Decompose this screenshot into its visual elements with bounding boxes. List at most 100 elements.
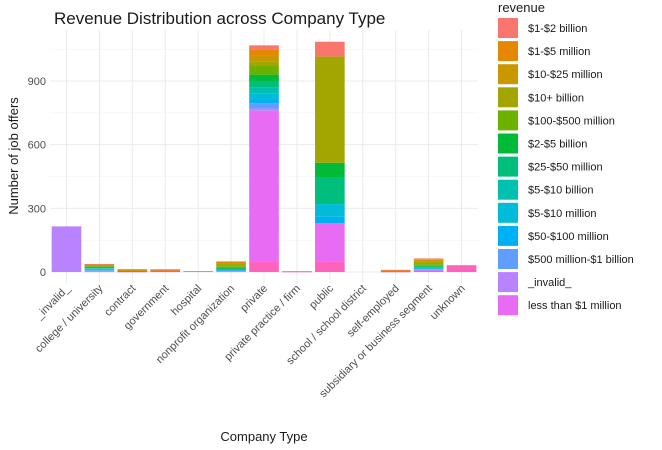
bar-segment <box>249 81 279 88</box>
bar-segment <box>249 261 279 272</box>
bar-segment <box>315 223 345 262</box>
bar-segment <box>183 271 213 272</box>
bar-segment <box>150 271 181 272</box>
bar-segment <box>249 49 279 56</box>
legend-label: less than $1 million <box>528 300 622 312</box>
bar-segment <box>84 270 115 272</box>
bar-segment <box>150 270 181 272</box>
bar-segment <box>84 268 115 270</box>
chart-title: Revenue Distribution across Company Type <box>54 9 385 28</box>
bar-segment <box>216 270 246 271</box>
bar-segment <box>249 61 279 66</box>
legend-label: $2-$5 billion <box>528 139 587 151</box>
bar-segment <box>216 261 246 263</box>
bar-segment <box>216 266 246 268</box>
bar-segment <box>413 261 444 265</box>
y-tick-label: 0 <box>40 267 46 279</box>
bar-segment <box>315 261 345 272</box>
x-tick-label: unknown <box>428 283 468 323</box>
x-tick-label: private <box>238 283 270 315</box>
x-tick-label: public <box>307 282 336 311</box>
legend-title: revenue <box>498 0 545 15</box>
bar-segment <box>413 266 444 268</box>
bar-segment <box>249 108 279 111</box>
legend-label: _invalid_ <box>527 277 572 289</box>
bar-segment <box>413 259 444 262</box>
bar-segment <box>84 265 115 267</box>
y-axis-title: Number of job offers <box>6 97 21 215</box>
legend-swatch <box>498 133 518 154</box>
bar-segment <box>51 226 82 272</box>
legend-swatch <box>498 225 518 246</box>
bar-segment <box>84 271 115 273</box>
bar-segment <box>282 271 312 273</box>
bar-segment <box>413 267 444 269</box>
bar-segment <box>413 269 444 270</box>
bar-segment <box>413 270 444 272</box>
legend-swatch <box>498 18 518 38</box>
legend-swatch <box>498 156 518 177</box>
bar-segment <box>413 267 444 268</box>
legend-label: $10+ billion <box>528 92 584 104</box>
bar-segment <box>315 177 345 205</box>
legend-swatch <box>498 295 518 316</box>
x-axis-title: Company Type <box>220 429 307 444</box>
legend-swatch <box>498 64 518 85</box>
bar-segment <box>413 258 444 260</box>
bar-segment <box>216 271 246 273</box>
bar-segment <box>216 270 246 272</box>
bar-segment <box>84 270 115 271</box>
legend-swatch <box>498 87 518 108</box>
bar-segment <box>249 55 279 62</box>
bar-segment <box>216 267 246 269</box>
bar-segment <box>315 41 345 57</box>
legend-swatch <box>498 272 518 293</box>
legend-swatch <box>498 41 518 62</box>
bar-segment <box>413 259 444 260</box>
legend-swatch <box>498 249 518 269</box>
bar-segment <box>380 269 411 271</box>
bar-segment <box>150 269 181 271</box>
bar-segment <box>249 65 279 75</box>
bar-segment <box>84 271 115 272</box>
legend-label: $5-$10 million <box>528 208 596 220</box>
bar-segment <box>84 264 115 266</box>
bar-segment <box>249 87 279 94</box>
legend-swatch <box>498 110 518 131</box>
bar-segment <box>249 110 279 262</box>
bar-segment <box>84 264 115 266</box>
bar-segment <box>216 262 246 264</box>
bar-segment <box>84 269 115 271</box>
bar-segment <box>315 162 345 178</box>
bar-segment <box>413 265 444 267</box>
bar-segment <box>249 74 279 81</box>
y-tick-label: 600 <box>28 140 46 152</box>
bar-segment <box>216 269 246 270</box>
y-tick-label: 300 <box>28 203 46 215</box>
bar-segment <box>380 270 411 272</box>
bar-segment <box>216 271 246 272</box>
bar-segment <box>380 270 411 272</box>
bar-segment <box>150 270 181 272</box>
legend-swatch <box>498 179 518 200</box>
bar-segment <box>413 264 444 266</box>
bar-segment <box>446 265 477 272</box>
bar-segment <box>249 103 279 109</box>
legend-label: $1-$5 million <box>528 46 590 58</box>
bar-segment <box>84 268 115 269</box>
legend-swatch <box>498 202 518 223</box>
bar-segment <box>315 56 345 163</box>
bar-segment <box>117 269 148 271</box>
bar-segment <box>117 270 148 272</box>
legend-label: $10-$25 million <box>528 69 603 81</box>
bar-segment <box>117 269 148 270</box>
bar-segment <box>84 266 115 268</box>
legend: revenue $1-$2 billion $1-$5 million $10-$2… <box>498 0 634 316</box>
bar-segment <box>282 271 312 272</box>
bar-segment <box>413 269 444 271</box>
bars <box>51 41 477 273</box>
legend-label: $5-$10 billion <box>528 185 593 197</box>
legend-label: $100-$500 million <box>528 115 615 127</box>
bar-segment <box>117 270 148 272</box>
